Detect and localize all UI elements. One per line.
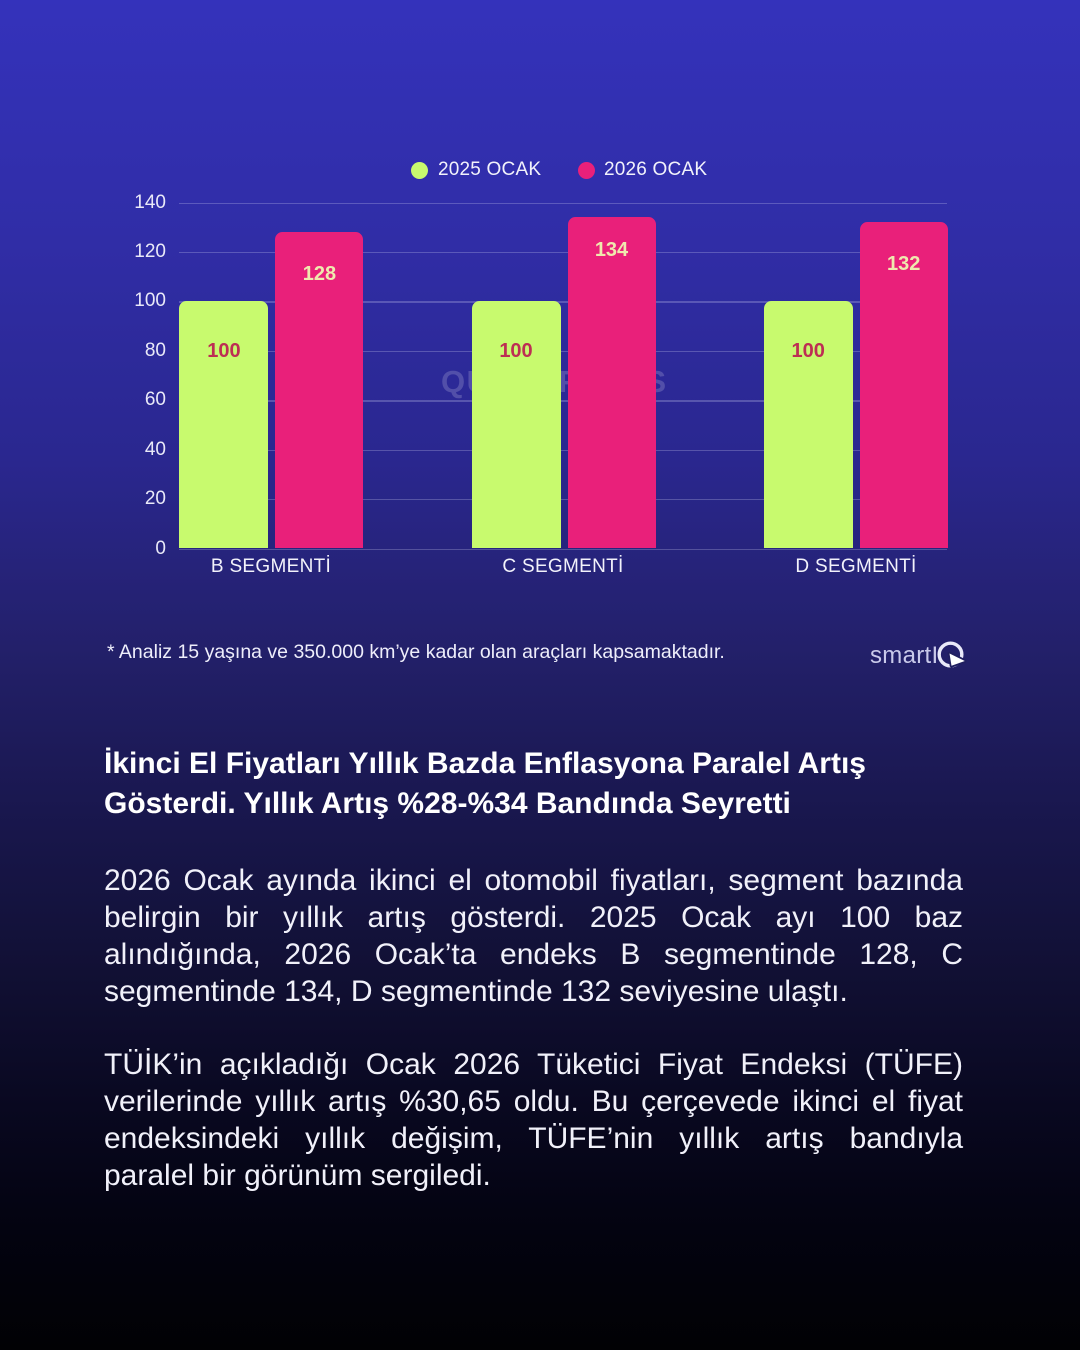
svg-text:smartI: smartI <box>870 642 938 669</box>
